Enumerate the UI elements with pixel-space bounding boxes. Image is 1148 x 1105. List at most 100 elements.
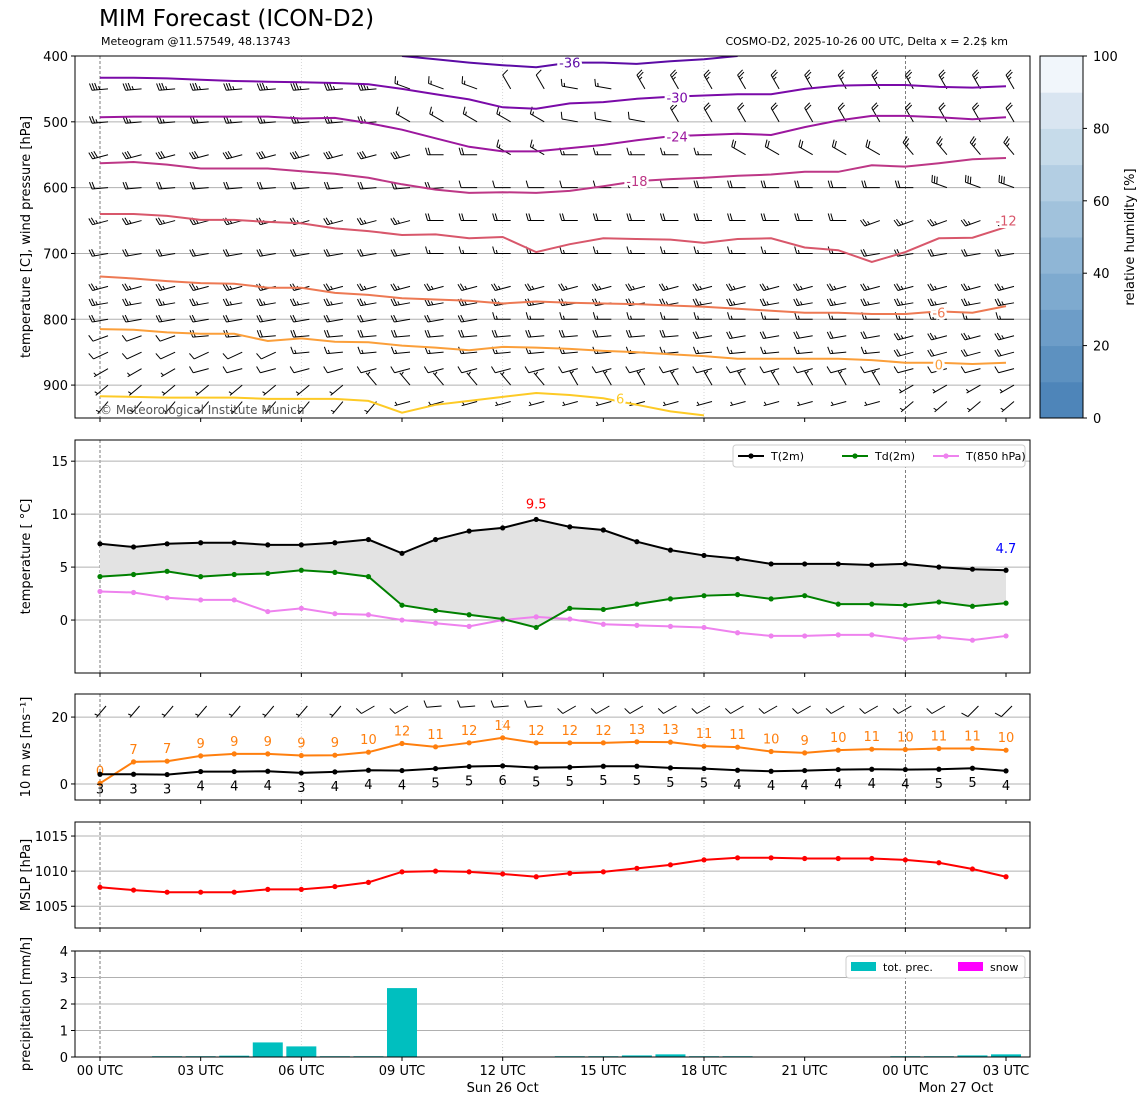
barb-feather (222, 315, 227, 323)
barb-half-feather (663, 249, 666, 254)
barb-staff (463, 113, 478, 123)
barb-staff (863, 351, 880, 355)
value-label: 10 (830, 731, 847, 746)
value-label: 10 (360, 733, 377, 748)
barb-staff (426, 705, 442, 708)
wind-barb (390, 366, 411, 374)
barb-staff (360, 252, 377, 257)
data-point (265, 751, 271, 757)
barb-feather (996, 283, 1002, 291)
barb-half-feather (1008, 76, 1012, 80)
barb-feather (329, 82, 333, 91)
barb-staff (898, 220, 914, 227)
wind-barb (323, 329, 343, 338)
barb-feather (1005, 102, 1012, 109)
barb-staff (92, 187, 109, 190)
barb-feather (600, 38, 604, 44)
x-tick-label: 03 UTC (177, 1064, 223, 1079)
wind-barb (793, 366, 813, 374)
barb-staff (729, 368, 746, 374)
wind-barb (429, 106, 444, 123)
wind-barb (390, 283, 411, 291)
barb-feather (871, 102, 878, 109)
barb-feather (939, 104, 946, 111)
barb-half-feather (397, 301, 400, 305)
wind-barb (155, 314, 176, 323)
wind-barb (591, 283, 612, 291)
data-point (500, 735, 506, 741)
barb-half-feather (495, 249, 498, 254)
barb-feather (872, 71, 879, 78)
barb-feather (592, 246, 596, 254)
wind-barb (693, 213, 713, 222)
panel-frame (74, 439, 1031, 674)
wind-barb (946, 56, 947, 57)
x-axis: 00 UTC 03 UTC 06 UTC 09 UTC 12 UTC 15 UTC 18 U… (77, 1064, 1029, 1096)
barb-staff (964, 302, 981, 307)
wind-barb (390, 151, 411, 160)
barb-feather (323, 249, 328, 257)
wind-barb (492, 246, 511, 254)
value-label: 5 (566, 775, 574, 790)
barb-staff (260, 368, 276, 374)
wind-barb (88, 217, 109, 226)
barb-half-feather (327, 349, 331, 354)
barb-feather (155, 353, 161, 360)
barb-feather (362, 56, 364, 57)
value-label: 5 (431, 777, 439, 792)
barb-half-feather (394, 349, 398, 354)
barb-half-feather (296, 119, 300, 123)
barb-feather (328, 151, 333, 158)
barb-staff (964, 335, 981, 341)
wind-barb (627, 111, 645, 123)
data-point (600, 740, 606, 746)
wind-barb (461, 76, 478, 90)
barb-feather (830, 213, 834, 221)
wind-barb (592, 312, 612, 320)
data-point (734, 630, 741, 636)
barb-staff (663, 705, 677, 714)
barb-feather (458, 246, 462, 254)
barb-feather (835, 38, 839, 44)
barb-staff (192, 302, 209, 307)
barb-half-feather (867, 220, 871, 225)
barb-half-feather (297, 409, 301, 413)
wind-barb (535, 69, 545, 90)
barb-feather (189, 249, 194, 257)
barb-staff (226, 368, 243, 374)
barb-half-feather (833, 285, 837, 290)
barb-feather (904, 102, 911, 109)
wind-barb (737, 102, 746, 123)
wind-barb (225, 56, 243, 57)
barb-staff (595, 118, 612, 123)
wind-barb (662, 401, 679, 407)
barb-feather (591, 366, 597, 374)
barb-half-feather (1005, 43, 1007, 46)
barb-feather (457, 366, 463, 374)
barb-feather (425, 147, 429, 155)
barb-staff (92, 335, 109, 342)
barb-half-feather (671, 370, 675, 374)
value-label: 11 (427, 728, 444, 743)
series-line (99, 569, 1007, 629)
barb-feather (256, 315, 261, 323)
barb-staff (159, 335, 176, 342)
barb-staff (461, 302, 478, 307)
barb-half-feather (330, 119, 333, 123)
barb-staff (932, 384, 948, 394)
data-point (835, 747, 841, 753)
barb-half-feather (95, 409, 100, 413)
barb-staff (871, 74, 881, 90)
barb-feather (693, 147, 697, 155)
barb-half-feather (128, 713, 132, 716)
precip-bar (219, 1055, 250, 1057)
barb-staff (265, 401, 277, 415)
barb-staff (931, 302, 947, 307)
wind-barb (994, 705, 1013, 718)
barb-feather (323, 366, 328, 374)
barb-half-feather (296, 301, 300, 305)
barb-feather (525, 330, 529, 338)
data-point (835, 855, 841, 862)
barb-feather (130, 56, 131, 57)
barb-feather (194, 56, 196, 57)
